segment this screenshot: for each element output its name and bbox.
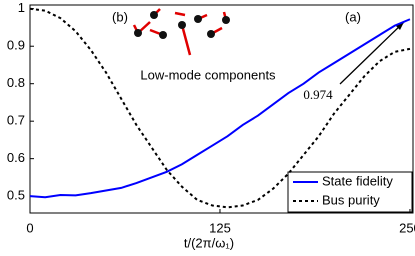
arrow bbox=[339, 21, 405, 85]
series-line bbox=[29, 7, 411, 209]
x-tick-label: 0 bbox=[26, 220, 33, 235]
legend-label: State fidelity bbox=[322, 173, 393, 188]
inset-dots bbox=[134, 11, 230, 39]
annotation: (a) bbox=[345, 9, 361, 24]
annotation: (b) bbox=[112, 9, 128, 24]
y-tick-label: 0.5 bbox=[7, 188, 25, 203]
annotation: Low-mode components bbox=[140, 67, 276, 82]
arrow-head bbox=[395, 22, 404, 30]
y-tick-label: 0.8 bbox=[7, 75, 25, 90]
x-tick-label: 250 bbox=[399, 220, 415, 235]
plot-frame bbox=[29, 4, 414, 214]
series-line bbox=[29, 18, 411, 199]
x-tick-label: 125 bbox=[209, 220, 231, 235]
legend-box bbox=[287, 171, 413, 213]
y-tick-label: 0.7 bbox=[7, 113, 25, 128]
annotation: 0.974 bbox=[303, 87, 333, 102]
y-tick-label: 0.9 bbox=[7, 38, 25, 53]
y-tick-label: 0.6 bbox=[7, 150, 25, 165]
y-tick-label: 1 bbox=[18, 0, 25, 15]
legend-label: Bus purity bbox=[322, 192, 380, 207]
x-axis-label: t/(2π/ω₁) bbox=[184, 235, 234, 250]
